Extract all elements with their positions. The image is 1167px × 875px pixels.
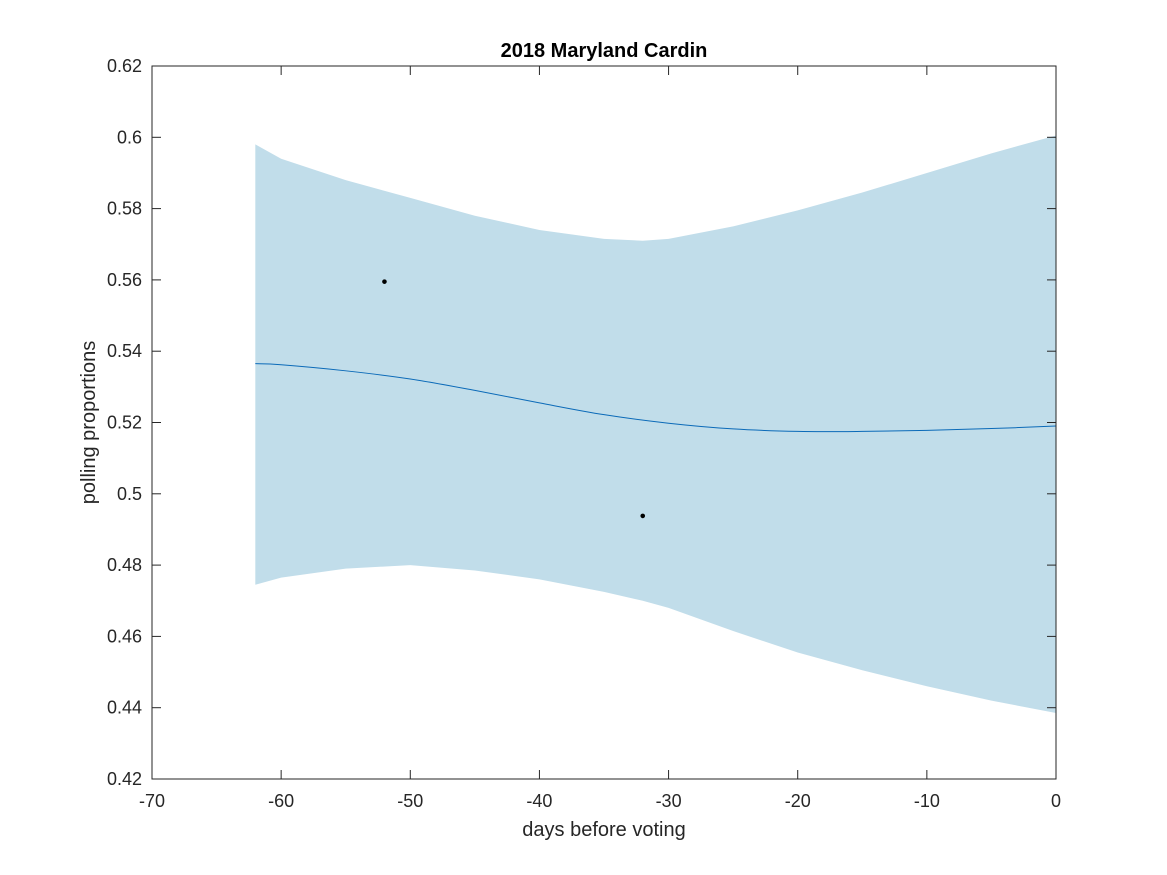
axis-ticks: -70 -60 -50 -40 -30 -20 -10 0 0.42 0.44 0.46 0.48 0.…: [107, 56, 1061, 811]
y-tick-label: 0.5: [117, 484, 142, 504]
x-tick-label: -30: [656, 791, 682, 811]
confidence-band: [255, 135, 1056, 714]
y-tick-label: 0.42: [107, 769, 142, 789]
plot-area: [255, 135, 1057, 714]
series-line-0: [255, 363, 1057, 433]
y-tick-label: 0.6: [117, 127, 142, 147]
x-tick-label: -50: [397, 791, 423, 811]
y-tick-label: 0.56: [107, 270, 142, 290]
poll-point: [640, 513, 646, 519]
x-tick-label: -70: [139, 791, 165, 811]
poll-point: [382, 279, 387, 284]
chart-title: 2018 Maryland Cardin: [501, 40, 708, 62]
x-tick-label: -10: [914, 791, 940, 811]
y-tick-label: 0.54: [107, 341, 142, 361]
x-tick-label: -40: [526, 791, 552, 811]
x-tick-label: -20: [785, 791, 811, 811]
y-tick-label: 0.58: [107, 199, 142, 219]
y-tick-label: 0.46: [107, 626, 142, 646]
y-tick-label: 0.62: [107, 56, 142, 76]
x-tick-label: -60: [268, 791, 294, 811]
x-axis-label: days before voting: [522, 819, 685, 841]
x-tick-label: 0: [1051, 791, 1061, 811]
y-tick-label: 0.48: [107, 555, 142, 575]
y-tick-label: 0.52: [107, 413, 142, 433]
y-axis-label: polling proportions: [78, 341, 100, 504]
y-tick-label: 0.44: [107, 698, 142, 718]
